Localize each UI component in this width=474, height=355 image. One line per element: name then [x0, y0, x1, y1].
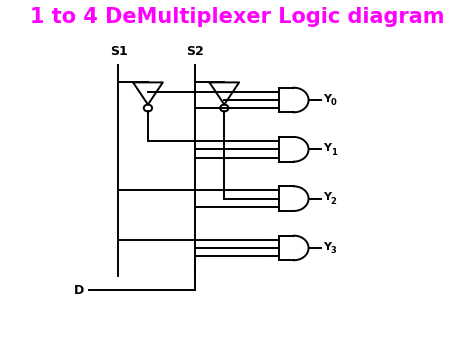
Text: Y: Y: [323, 241, 331, 252]
Text: D: D: [74, 284, 84, 297]
Text: 1 to 4 DeMultiplexer Logic diagram: 1 to 4 DeMultiplexer Logic diagram: [30, 7, 444, 27]
Text: 2: 2: [330, 197, 337, 206]
Text: 3: 3: [330, 246, 337, 255]
Text: S2: S2: [186, 45, 204, 58]
Text: 0: 0: [330, 98, 337, 107]
Text: Y: Y: [323, 94, 331, 104]
Text: Y: Y: [323, 143, 331, 153]
Text: 1: 1: [330, 148, 337, 157]
Text: Y: Y: [323, 192, 331, 202]
Text: S1: S1: [110, 45, 128, 58]
